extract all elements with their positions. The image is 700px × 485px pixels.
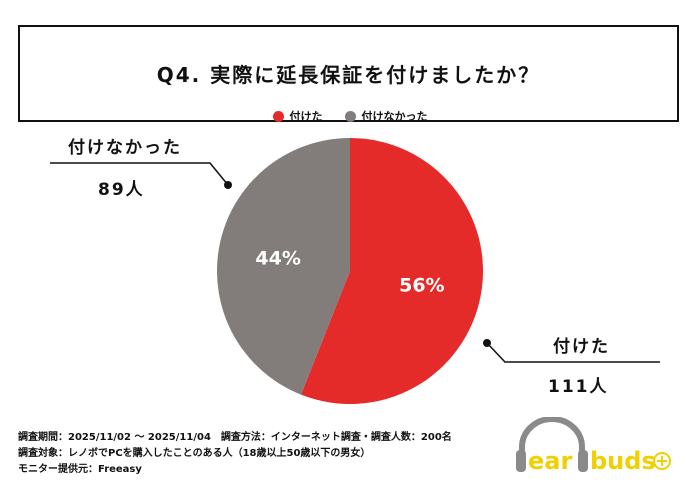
footer-period: 調査期間：2025/11/02 ～ 2025/11/04 調査方法：インターネッ… (18, 432, 452, 443)
callout-category-yes: 付けた (553, 337, 610, 357)
svg-text:ear: ear (528, 447, 572, 475)
callout-line-no (50, 162, 229, 186)
legend: 付けた 付けなかった (0, 108, 700, 124)
callout-count-yes: 111人 (548, 377, 609, 397)
callout-category-no: 付けなかった (68, 138, 182, 158)
earbuds-logo: ear buds (516, 417, 671, 475)
pie-slice-yes (301, 138, 483, 404)
callout-line-yes (486, 342, 660, 363)
slice-label-yes: 56% (399, 275, 444, 297)
pie-slice-no (216, 138, 350, 395)
callout-dot-no (224, 181, 232, 189)
footer-target: 調査対象：レノボでPCを購入したことのある人（18歳以上50歳以下の男女） (18, 448, 371, 459)
svg-text:buds: buds (590, 447, 656, 475)
footer-provider: モニター提供元：Freeasy (18, 464, 142, 475)
slice-label-no: 44% (255, 247, 300, 269)
survey-footer: 調査期間：2025/11/02 ～ 2025/11/04 調査方法：インターネッ… (18, 430, 452, 478)
callout-dot-yes (483, 339, 491, 347)
legend-label-yes: 付けた (289, 110, 323, 123)
legend-item-yes: 付けた (272, 108, 323, 124)
legend-swatch-yes (272, 110, 284, 122)
chart-title: Q4. 実際に延長保証を付けましたか？ (156, 63, 541, 87)
legend-item-no: 付けなかった (344, 108, 428, 124)
legend-swatch-no (344, 110, 356, 122)
legend-label-no: 付けなかった (361, 110, 428, 123)
callout-count-no: 89人 (98, 180, 145, 200)
